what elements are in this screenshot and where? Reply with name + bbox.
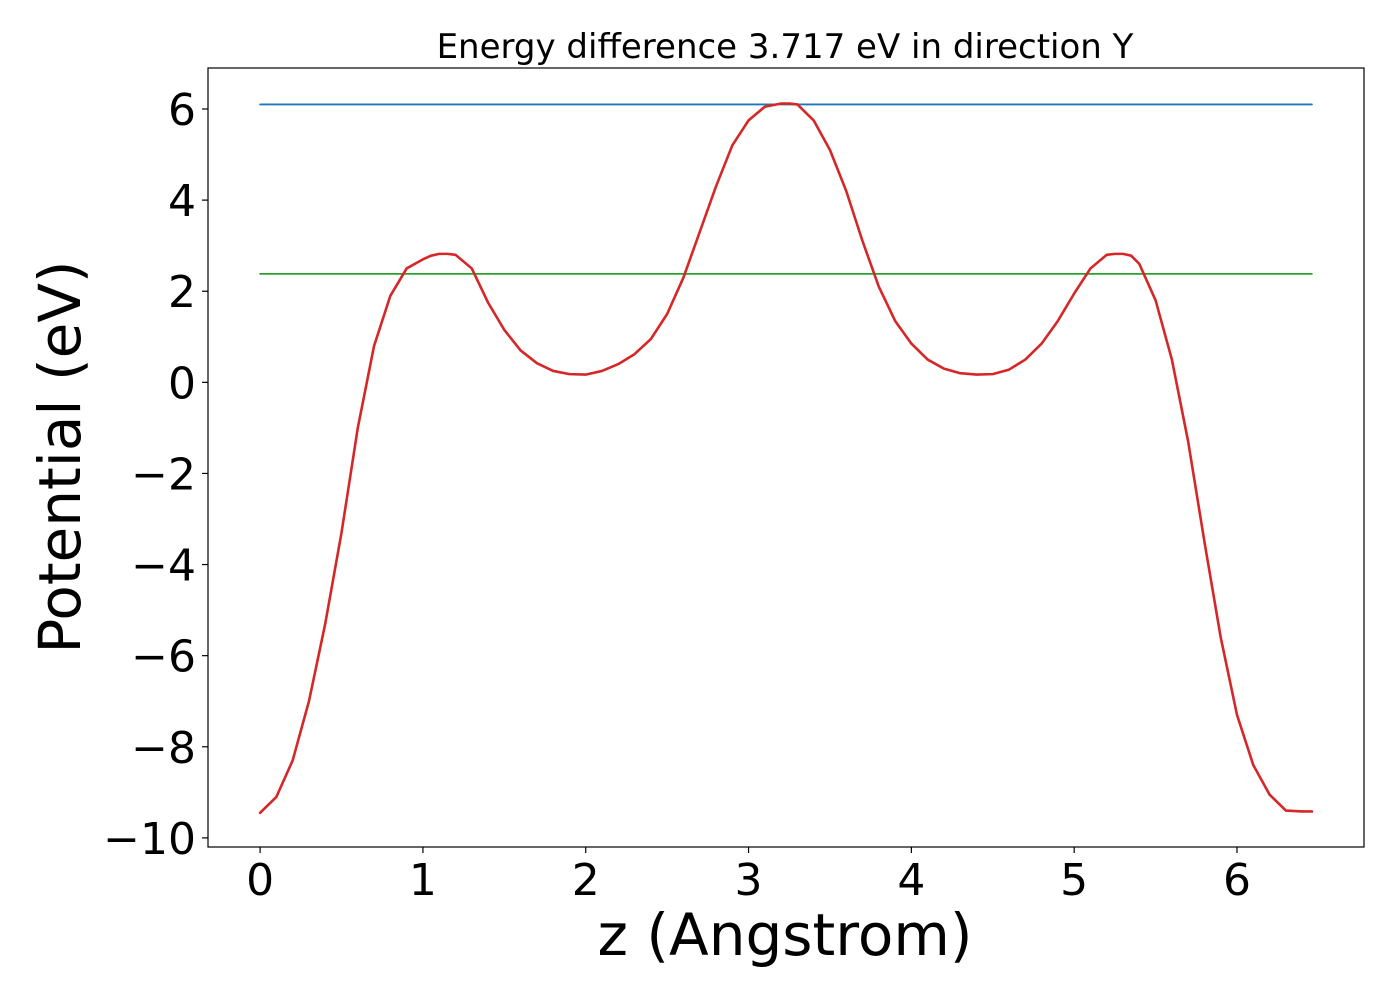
series-line-red <box>258 102 1314 815</box>
x-tick-label: 4 <box>897 855 925 906</box>
x-tick-label: 3 <box>735 855 763 906</box>
y-tick-label: −6 <box>131 632 196 683</box>
x-tick-label: 6 <box>1223 855 1251 906</box>
y-tick-label: 2 <box>168 267 196 318</box>
plot-area <box>207 67 1365 848</box>
x-tick-label: 5 <box>1060 855 1088 906</box>
y-tick-label: −10 <box>103 814 196 865</box>
x-tick-label: 2 <box>572 855 600 906</box>
x-tick-label: 1 <box>409 855 437 906</box>
x-axis-label: z (Angstrom) <box>598 901 973 969</box>
y-tick-label: 4 <box>168 176 196 227</box>
x-axis: 0 1 2 3 4 5 6 <box>246 847 1251 906</box>
chart-title: Energy difference 3.717 eV in direction … <box>437 27 1134 67</box>
y-axis: −10 −8 −6 −4 −2 0 2 4 6 <box>103 85 208 865</box>
y-tick-label: 6 <box>168 85 196 136</box>
y-tick-label: −4 <box>131 541 196 592</box>
plot-frame <box>207 67 1365 848</box>
y-tick-label: 0 <box>168 358 196 409</box>
y-tick-label: −2 <box>131 449 196 500</box>
y-tick-label: −8 <box>131 723 196 774</box>
x-tick-label: 0 <box>246 855 274 906</box>
y-axis-label: Potential (eV) <box>26 260 94 653</box>
